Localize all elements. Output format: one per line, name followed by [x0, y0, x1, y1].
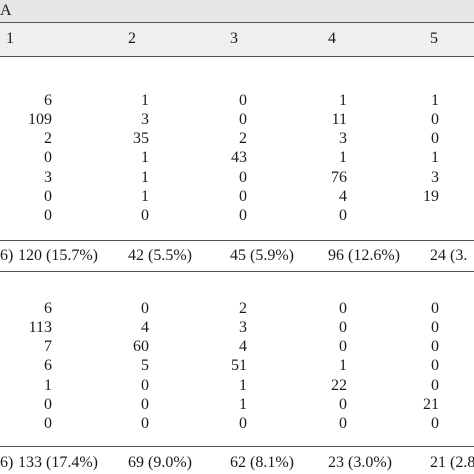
rule-section2-total-top — [0, 446, 474, 447]
table-cell: 0 — [431, 300, 439, 317]
table-cell: 0 — [141, 207, 149, 224]
table-cell: 0 — [141, 300, 149, 317]
table-cell: 0 — [44, 188, 52, 205]
table-cell: 1 — [339, 357, 347, 374]
table-cell: 3 — [339, 130, 347, 147]
table-cell: 7 — [44, 338, 52, 355]
table-cell: 35 — [133, 130, 149, 147]
table-cell: 113 — [28, 319, 52, 336]
table-cell: 1 — [141, 92, 149, 109]
table-cell: 1 — [431, 149, 439, 166]
table-cell: 3 — [44, 169, 52, 186]
table-cell: 0 — [44, 396, 52, 413]
table-cell: 1 — [431, 92, 439, 109]
table-cell: 0 — [339, 338, 347, 355]
table-cell: 0 — [44, 207, 52, 224]
total-cell: 133 (17.4%) — [18, 454, 98, 471]
table-cell: 0 — [431, 415, 439, 432]
total-cell: 45 (5.9%) — [230, 247, 294, 264]
table-cell: 0 — [239, 188, 247, 205]
table-cell: 2 — [239, 300, 247, 317]
table-cell: 22 — [331, 377, 347, 394]
table-cell: 19 — [423, 188, 439, 205]
total-cell: 24 (3. — [430, 247, 468, 264]
total-cell: 21 (2.8 — [430, 454, 474, 471]
total-label: 6) — [0, 454, 14, 471]
table-cell: 6 — [44, 92, 52, 109]
table-cell: 0 — [44, 415, 52, 432]
table-cell: 5 — [141, 357, 149, 374]
table-cell: 60 — [133, 338, 149, 355]
table-cell: 4 — [339, 188, 347, 205]
table-cell: 1 — [141, 169, 149, 186]
table-cell: 0 — [431, 111, 439, 128]
total-cell: 23 (3.0%) — [328, 454, 392, 471]
table-cell: 0 — [339, 415, 347, 432]
table-cell: 0 — [239, 415, 247, 432]
table-cell: 3 — [239, 319, 247, 336]
table-cell: 2 — [44, 130, 52, 147]
table-cell: 1 — [339, 149, 347, 166]
group-label: A — [0, 2, 12, 19]
total-cell: 120 (15.7%) — [18, 247, 98, 264]
column-header-4: 4 — [328, 30, 336, 47]
table-cell: 3 — [141, 111, 149, 128]
table-cell: 6 — [44, 300, 52, 317]
table-group-header-band — [0, 0, 474, 22]
rule-section1-total-bottom — [0, 271, 474, 272]
column-header-2: 2 — [128, 30, 136, 47]
table-cell: 0 — [141, 415, 149, 432]
table-cell: 76 — [331, 169, 347, 186]
total-cell: 69 (9.0%) — [128, 454, 192, 471]
table-cell: 2 — [239, 130, 247, 147]
table-cell: 4 — [239, 338, 247, 355]
table-cell: 0 — [431, 319, 439, 336]
table-cell: 0 — [141, 377, 149, 394]
table-cell: 11 — [331, 111, 347, 128]
table-cell: 0 — [431, 338, 439, 355]
table-cell: 3 — [431, 169, 439, 186]
total-cell: 62 (8.1%) — [230, 454, 294, 471]
column-header-3: 3 — [230, 30, 238, 47]
table-cell: 0 — [141, 396, 149, 413]
table-cell: 0 — [239, 111, 247, 128]
table-cell: 109 — [28, 111, 52, 128]
table-cell: 0 — [239, 169, 247, 186]
table-cell: 51 — [231, 357, 247, 374]
rule-header-bottom — [0, 56, 474, 57]
table-cell: 1 — [141, 149, 149, 166]
table-cell: 0 — [339, 207, 347, 224]
table-cell: 4 — [141, 319, 149, 336]
total-label: 6) — [0, 247, 14, 264]
table-cell: 1 — [239, 377, 247, 394]
table-cell: 21 — [423, 396, 439, 413]
table-cell: 43 — [231, 149, 247, 166]
table-cell: 0 — [239, 207, 247, 224]
table-cell: 0 — [239, 92, 247, 109]
table-cell: 0 — [339, 319, 347, 336]
table-cell: 1 — [239, 396, 247, 413]
column-header-1: 1 — [6, 30, 14, 47]
table-cell: 0 — [339, 396, 347, 413]
total-cell: 42 (5.5%) — [128, 247, 192, 264]
table-cell: 1 — [339, 92, 347, 109]
table-column-header-band — [0, 22, 474, 56]
table-cell: 0 — [339, 300, 347, 317]
rule-section1-total-top — [0, 240, 474, 241]
rule-top — [0, 22, 474, 23]
table-cell: 0 — [431, 357, 439, 374]
table-cell: 0 — [44, 149, 52, 166]
table-cell: 1 — [141, 188, 149, 205]
table-cell: 6 — [44, 357, 52, 374]
table-cell: 1 — [44, 377, 52, 394]
table-cell: 0 — [431, 130, 439, 147]
total-cell: 96 (12.6%) — [328, 247, 400, 264]
column-header-5: 5 — [430, 30, 438, 47]
table-cell: 0 — [431, 377, 439, 394]
